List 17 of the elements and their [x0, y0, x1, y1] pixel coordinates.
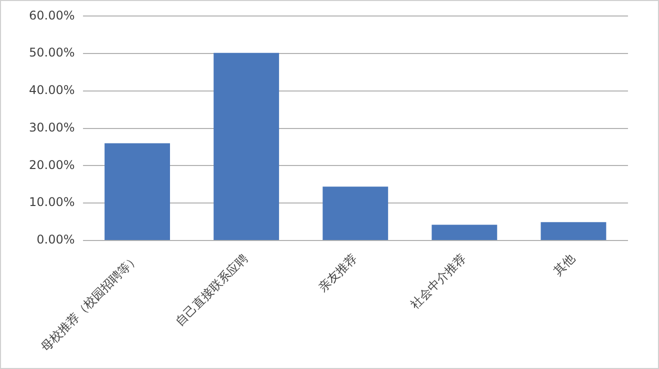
- x-tick-label: 自己直接联系应聘: [172, 251, 251, 329]
- bar: [432, 224, 498, 240]
- y-tick-label: 60.00%: [28, 8, 75, 22]
- bar: [104, 143, 170, 240]
- x-tick-label: 社会中介推荐: [408, 251, 469, 312]
- bar: [540, 222, 606, 240]
- y-tick-label: 30.00%: [28, 120, 75, 134]
- y-tick-label: 0.00%: [36, 232, 75, 247]
- x-tick-label: 其他: [550, 251, 578, 278]
- y-tick-label: 40.00%: [28, 83, 75, 98]
- x-tick-label: 亲友推荐: [316, 251, 360, 295]
- y-tick-label: 10.00%: [28, 195, 75, 210]
- bar: [322, 186, 388, 240]
- y-tick-label: 50.00%: [28, 46, 75, 60]
- y-tick-label: 20.00%: [28, 158, 75, 172]
- bar: [214, 52, 280, 240]
- x-tick-label: 母校推荐（校园招聘等）: [38, 251, 142, 354]
